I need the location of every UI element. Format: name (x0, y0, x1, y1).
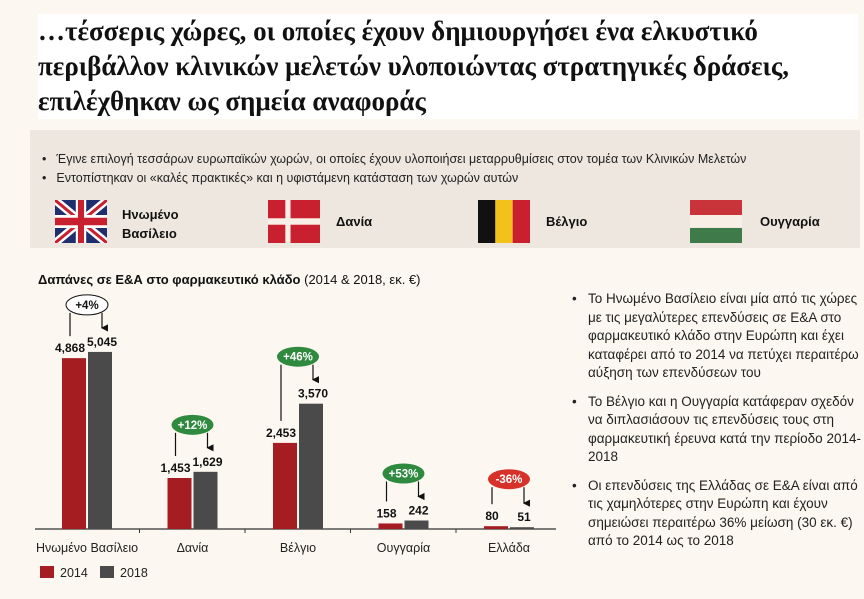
bar-2018 (404, 520, 429, 529)
category-label: Δανία (177, 541, 209, 555)
chart-title: Δαπάνες σε Ε&Α στο φαρμακευτικό κλάδο (2… (38, 272, 421, 287)
note-item: Το Ηνωμένο Βασίλειο είναι μία από τις χώ… (572, 290, 862, 383)
country-label-hungary: Ουγγαρία (760, 214, 820, 229)
data-label: 80 (485, 509, 499, 523)
change-badge-label: +4% (75, 300, 98, 312)
intro-bullet: Εντοπίστηκαν οι «καλές πρακτικές» και η … (42, 169, 746, 188)
data-label: 2,453 (266, 426, 296, 440)
country-label-uk: Ηνωμένο Βασίλειο (122, 207, 179, 241)
change-badge-label: +46% (283, 352, 313, 364)
data-label: 5,045 (87, 335, 117, 349)
bar-2014 (167, 477, 192, 529)
change-badge-label: -36% (496, 474, 523, 486)
note-item: Οι επενδύσεις της Ελλάδας σε Ε&Α είναι α… (572, 477, 862, 551)
data-label: 1,453 (160, 461, 190, 475)
legend-swatch-2018 (100, 566, 114, 578)
bar-2014 (62, 358, 86, 529)
change-badge-label: +53% (389, 469, 419, 481)
country-label-belgium: Βέλγιο (546, 214, 588, 229)
bar-2014 (378, 523, 403, 529)
data-label: 4,868 (55, 341, 85, 355)
denmark-flag-icon (268, 200, 320, 243)
change-badge (488, 469, 530, 490)
change-badge (171, 414, 214, 435)
category-label: Ελλάδα (488, 541, 530, 555)
country-label-denmark: Δανία (336, 214, 373, 229)
data-label: 242 (408, 504, 428, 518)
bar-2018 (510, 527, 534, 529)
change-badge (382, 463, 425, 484)
bar-2018 (299, 403, 323, 529)
category-label: Ουγγαρία (377, 541, 430, 555)
notes: Το Ηνωμένο Βασίλειο είναι μία από τις χώ… (572, 290, 862, 561)
bar-2018 (193, 471, 218, 529)
bar-2014 (484, 526, 508, 529)
note-item: Το Βέλγιο και η Ουγγαρία κατάφεραν σχεδό… (572, 393, 862, 467)
bar-2018 (88, 351, 112, 529)
intro-box: Έγινε επιλογή τεσσάρων ευρωπαϊκών χωρών,… (30, 130, 860, 248)
legend-label: 2014 (60, 566, 88, 580)
data-label: 1,629 (192, 455, 222, 469)
data-label: 51 (517, 510, 531, 524)
change-badge (65, 294, 109, 316)
bar-2014 (273, 442, 297, 529)
slide-title: …τέσσερις χώρες, οι οποίες έχουν δημιουρ… (38, 14, 858, 119)
uk-flag-icon (55, 200, 107, 243)
belgium-flag-icon (478, 200, 530, 243)
intro-bullet: Έγινε επιλογή τεσσάρων ευρωπαϊκών χωρών,… (42, 150, 746, 169)
data-label: 3,570 (298, 387, 328, 401)
change-badge (277, 346, 319, 367)
change-badge-label: +12% (178, 420, 208, 432)
legend-swatch-2014 (40, 566, 54, 578)
category-label: Βέλγιο (280, 541, 316, 555)
legend-label: 2018 (120, 566, 148, 580)
hungary-flag-icon (690, 200, 742, 243)
category-label: Ηνωμένο Βασίλειο (36, 541, 138, 555)
data-label: 158 (376, 506, 396, 520)
